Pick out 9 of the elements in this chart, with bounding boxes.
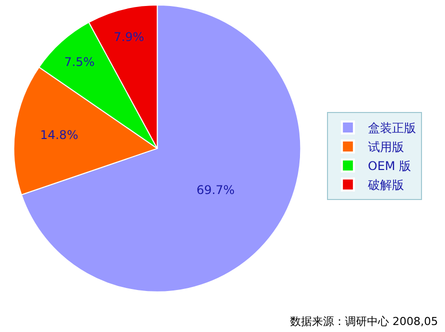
data-label: 7.9% (114, 30, 144, 44)
data-label: 14.8% (40, 128, 78, 142)
legend-label: 盒装正版 (368, 121, 416, 136)
data-label: 7.5% (64, 55, 95, 70)
legend-label: 试用版 (368, 140, 404, 154)
data-label: 69.7% (196, 183, 235, 198)
source-note: 数据来源：调研中心 2008,05 (290, 315, 438, 328)
legend-label: 破解版 (366, 178, 404, 192)
legend-label: OEM 版 (368, 159, 412, 174)
